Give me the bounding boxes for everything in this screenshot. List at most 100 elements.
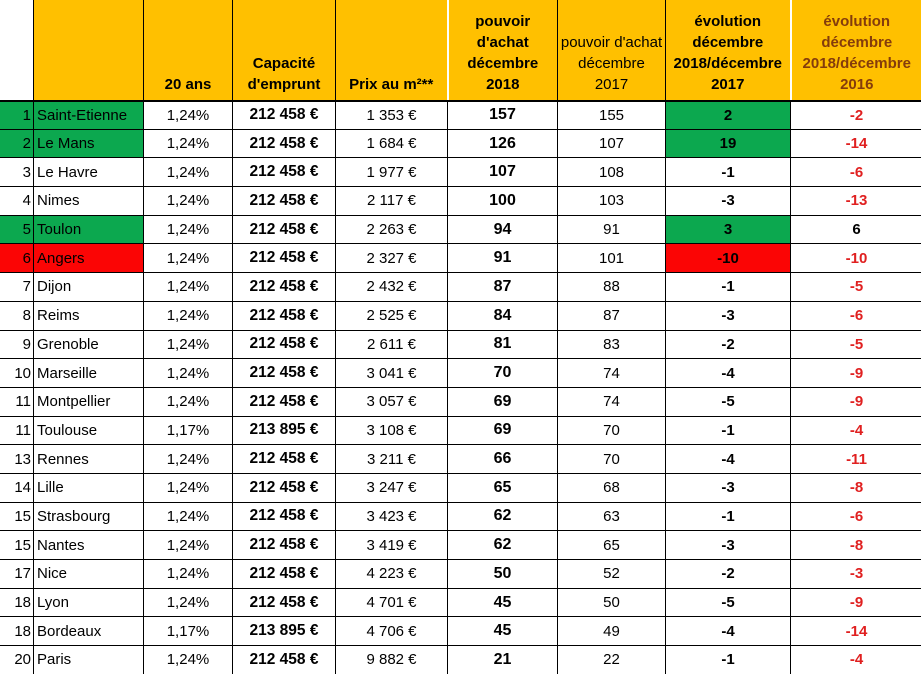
cell-pouvoir-2017: 63 — [557, 501, 666, 532]
cell-evolution-2016: -9 — [790, 358, 921, 388]
cell-pouvoir-2017: 87 — [557, 300, 666, 331]
cell-capacite: 212 458 € — [232, 559, 336, 589]
cell-pouvoir-2018: 45 — [447, 616, 558, 647]
cell-rank: 18 — [0, 587, 34, 618]
cell-rank: 17 — [0, 559, 34, 589]
cell-capacite: 213 895 € — [232, 415, 336, 446]
cell-capacite: 212 458 € — [232, 128, 336, 159]
cell-pouvoir-2017: 83 — [557, 329, 666, 360]
table-row: 10 Marseille 1,24% 212 458 € 3 041 € 70 … — [0, 358, 921, 388]
cell-city: Lyon — [33, 587, 144, 618]
table-row: 18 Lyon 1,24% 212 458 € 4 701 € 45 50 -5… — [0, 587, 921, 618]
cell-pouvoir-2017: 65 — [557, 530, 666, 560]
cell-pouvoir-2018: 45 — [447, 587, 558, 618]
cell-evolution-2016: -9 — [790, 386, 921, 417]
cell-pouvoir-2017: 88 — [557, 272, 666, 302]
table-body: 1 Saint-Etienne 1,24% 212 458 € 1 353 € … — [0, 100, 921, 674]
cell-evolution-2016: -14 — [790, 128, 921, 159]
cell-prix-m2: 1 353 € — [335, 100, 448, 130]
cell-rank: 10 — [0, 358, 34, 388]
cell-pouvoir-2018: 100 — [447, 186, 558, 216]
cell-city: Rennes — [33, 444, 144, 474]
cell-pouvoir-2017: 103 — [557, 186, 666, 216]
cell-evolution-2017: 19 — [665, 128, 791, 159]
cell-rate-20ans: 1,24% — [143, 329, 233, 360]
cell-capacite: 212 458 € — [232, 186, 336, 216]
cell-prix-m2: 4 701 € — [335, 587, 448, 618]
header-city — [33, 0, 144, 102]
cell-pouvoir-2018: 87 — [447, 272, 558, 302]
cell-rate-20ans: 1,24% — [143, 587, 233, 618]
table-row: 3 Le Havre 1,24% 212 458 € 1 977 € 107 1… — [0, 157, 921, 188]
cell-pouvoir-2018: 81 — [447, 329, 558, 360]
cell-pouvoir-2017: 107 — [557, 128, 666, 159]
table-row: 4 Nimes 1,24% 212 458 € 2 117 € 100 103 … — [0, 186, 921, 216]
cell-evolution-2017: -10 — [665, 243, 791, 274]
cell-evolution-2017: -1 — [665, 645, 791, 674]
cell-pouvoir-2017: 52 — [557, 559, 666, 589]
cell-city: Nice — [33, 559, 144, 589]
table-row: 15 Strasbourg 1,24% 212 458 € 3 423 € 62… — [0, 501, 921, 532]
cell-pouvoir-2017: 50 — [557, 587, 666, 618]
cell-capacite: 212 458 € — [232, 358, 336, 388]
cell-prix-m2: 4 706 € — [335, 616, 448, 647]
cell-rank: 4 — [0, 186, 34, 216]
table-row: 11 Montpellier 1,24% 212 458 € 3 057 € 6… — [0, 386, 921, 417]
cell-evolution-2017: -4 — [665, 444, 791, 474]
cell-prix-m2: 9 882 € — [335, 645, 448, 674]
cell-rate-20ans: 1,24% — [143, 645, 233, 674]
cell-evolution-2016: 6 — [790, 214, 921, 245]
cell-evolution-2017: -3 — [665, 186, 791, 216]
cell-capacite: 213 895 € — [232, 616, 336, 647]
cell-prix-m2: 2 117 € — [335, 186, 448, 216]
cell-city: Grenoble — [33, 329, 144, 360]
cell-capacite: 212 458 € — [232, 100, 336, 130]
cell-evolution-2016: -9 — [790, 587, 921, 618]
table-row: 2 Le Mans 1,24% 212 458 € 1 684 € 126 10… — [0, 128, 921, 159]
cell-pouvoir-2017: 70 — [557, 415, 666, 446]
cell-rank: 8 — [0, 300, 34, 331]
cell-prix-m2: 4 223 € — [335, 559, 448, 589]
cell-evolution-2016: -4 — [790, 645, 921, 674]
cell-evolution-2017: 3 — [665, 214, 791, 245]
cell-rate-20ans: 1,24% — [143, 128, 233, 159]
cell-pouvoir-2017: 68 — [557, 472, 666, 503]
cell-city: Nantes — [33, 530, 144, 560]
cell-pouvoir-2018: 62 — [447, 501, 558, 532]
cell-pouvoir-2018: 21 — [447, 645, 558, 674]
cell-city: Saint-Etienne — [33, 100, 144, 130]
cell-rank: 7 — [0, 272, 34, 302]
cell-evolution-2017: 2 — [665, 100, 791, 130]
header-pouvoir-achat-2018: pouvoir d'achat décembre 2018 — [446, 0, 558, 102]
cell-pouvoir-2018: 91 — [447, 243, 558, 274]
cell-rate-20ans: 1,24% — [143, 444, 233, 474]
cell-rate-20ans: 1,24% — [143, 100, 233, 130]
cell-evolution-2017: -5 — [665, 587, 791, 618]
cell-pouvoir-2017: 22 — [557, 645, 666, 674]
cell-pouvoir-2018: 126 — [447, 128, 558, 159]
cell-rate-20ans: 1,24% — [143, 186, 233, 216]
cell-rank: 20 — [0, 645, 34, 674]
cell-prix-m2: 3 247 € — [335, 472, 448, 503]
header-rank — [0, 0, 34, 102]
cell-city: Montpellier — [33, 386, 144, 417]
cell-city: Angers — [33, 243, 144, 274]
cell-evolution-2016: -14 — [790, 616, 921, 647]
cell-pouvoir-2017: 70 — [557, 444, 666, 474]
cell-prix-m2: 3 419 € — [335, 530, 448, 560]
table-row: 9 Grenoble 1,24% 212 458 € 2 611 € 81 83… — [0, 329, 921, 360]
cell-evolution-2017: -3 — [665, 300, 791, 331]
cell-city: Toulon — [33, 214, 144, 245]
cell-rate-20ans: 1,24% — [143, 157, 233, 188]
table-row: 6 Angers 1,24% 212 458 € 2 327 € 91 101 … — [0, 243, 921, 274]
table-row: 18 Bordeaux 1,17% 213 895 € 4 706 € 45 4… — [0, 616, 921, 647]
cell-rate-20ans: 1,24% — [143, 358, 233, 388]
cell-pouvoir-2017: 155 — [557, 100, 666, 130]
cell-evolution-2017: -3 — [665, 530, 791, 560]
cell-pouvoir-2017: 101 — [557, 243, 666, 274]
table-row: 20 Paris 1,24% 212 458 € 9 882 € 21 22 -… — [0, 645, 921, 674]
cell-prix-m2: 2 525 € — [335, 300, 448, 331]
cell-city: Strasbourg — [33, 501, 144, 532]
